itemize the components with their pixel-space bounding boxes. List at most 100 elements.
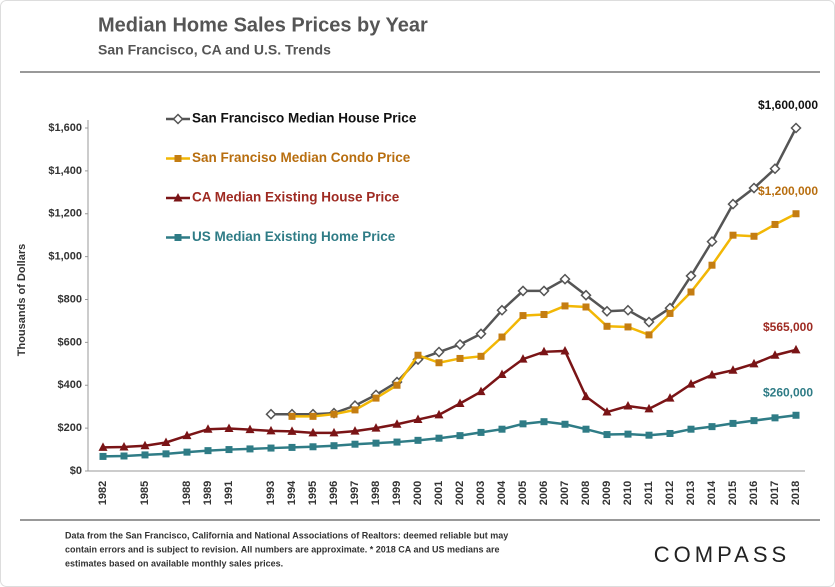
point xyxy=(581,391,591,401)
point xyxy=(582,425,590,433)
point xyxy=(119,441,129,451)
point xyxy=(790,122,802,134)
point xyxy=(329,427,339,437)
point xyxy=(750,232,758,240)
point xyxy=(477,352,485,360)
chart-title: Median Home Sales Prices by Year xyxy=(98,14,428,36)
point xyxy=(769,163,781,175)
point xyxy=(456,354,464,362)
point xyxy=(309,412,317,420)
point xyxy=(582,303,590,311)
x-tick-label: 1982 xyxy=(97,481,109,505)
point xyxy=(224,423,234,433)
x-tick-label: 1996 xyxy=(328,481,340,505)
point xyxy=(708,423,716,431)
x-tick-label: 2003 xyxy=(475,481,487,505)
x-tick-label: 2004 xyxy=(496,480,508,505)
point xyxy=(560,345,570,355)
point xyxy=(141,451,149,459)
point xyxy=(204,447,212,455)
point xyxy=(393,381,401,389)
point xyxy=(623,401,633,410)
point xyxy=(624,323,632,331)
point xyxy=(645,331,653,339)
point xyxy=(330,442,338,450)
x-tick-label: 2008 xyxy=(580,481,592,505)
point xyxy=(792,411,800,419)
point xyxy=(791,344,801,354)
point xyxy=(475,328,487,340)
point xyxy=(645,431,653,439)
x-tick-label: 2015 xyxy=(727,481,739,505)
point xyxy=(622,304,634,316)
legend-label: San Franciso Median Condo Price xyxy=(192,150,411,165)
point xyxy=(519,420,527,428)
point xyxy=(687,425,695,433)
point xyxy=(707,369,717,379)
point xyxy=(414,436,422,444)
x-tick-label: 2005 xyxy=(517,481,529,505)
point xyxy=(666,309,674,317)
point xyxy=(727,198,739,210)
point xyxy=(708,261,716,269)
point xyxy=(729,231,737,239)
point xyxy=(518,354,528,363)
point xyxy=(267,444,275,452)
y-tick-label: $1,000 xyxy=(48,251,82,263)
x-tick-label: 1985 xyxy=(139,481,151,505)
x-tick-label: 2014 xyxy=(706,480,718,505)
point xyxy=(665,393,675,402)
point xyxy=(538,285,550,297)
point xyxy=(372,439,380,447)
y-tick-label: $800 xyxy=(58,293,82,305)
point xyxy=(183,448,191,456)
point xyxy=(140,440,150,450)
point xyxy=(540,418,548,426)
point xyxy=(476,386,486,396)
point xyxy=(245,424,255,434)
point xyxy=(770,350,780,359)
point xyxy=(351,440,359,448)
brand-logo: COMPASS xyxy=(654,542,790,567)
point xyxy=(182,430,192,440)
point xyxy=(749,358,759,368)
point xyxy=(666,429,674,437)
point xyxy=(246,445,254,453)
point xyxy=(539,346,549,356)
point xyxy=(540,311,548,319)
legend-marker xyxy=(174,234,182,241)
series-line xyxy=(102,348,797,449)
x-tick-label: 2018 xyxy=(790,481,802,505)
point xyxy=(225,446,233,454)
chart-subtitle: San Francisco, CA and U.S. Trends xyxy=(98,42,331,58)
point xyxy=(792,210,800,218)
point xyxy=(729,419,737,427)
point xyxy=(203,424,213,433)
point xyxy=(771,220,779,228)
point xyxy=(454,338,466,351)
point xyxy=(624,430,632,438)
x-tick-label: 2013 xyxy=(685,481,697,505)
x-tick-label: 1988 xyxy=(181,481,193,505)
point xyxy=(580,289,592,301)
point xyxy=(602,407,612,416)
y-tick-label: $600 xyxy=(58,336,82,348)
y-tick-label: $0 xyxy=(70,465,82,477)
point xyxy=(351,406,359,414)
point xyxy=(414,351,422,359)
y-tick-label: $200 xyxy=(58,422,82,434)
x-tick-label: 1997 xyxy=(349,481,361,505)
point xyxy=(98,442,108,451)
point xyxy=(750,417,758,425)
x-tick-label: 2017 xyxy=(769,481,781,505)
point xyxy=(456,432,464,440)
point xyxy=(308,427,318,437)
point xyxy=(99,452,107,460)
point xyxy=(517,285,529,297)
x-tick-label: 1989 xyxy=(202,481,214,505)
x-tick-label: 2001 xyxy=(433,481,445,505)
x-tick-label: 2007 xyxy=(559,481,571,505)
y-tick-label: $1,600 xyxy=(48,122,82,134)
x-tick-label: 1995 xyxy=(307,481,319,505)
point xyxy=(330,410,338,418)
